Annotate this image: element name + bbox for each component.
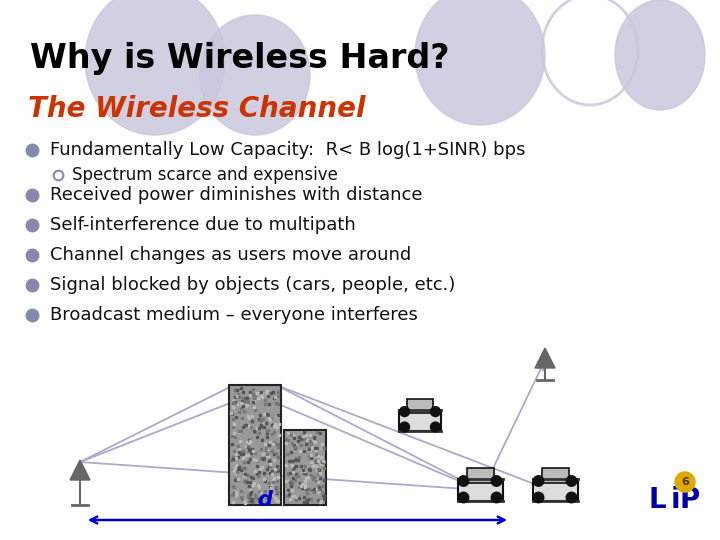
Text: Signal blocked by objects (cars, people, etc.): Signal blocked by objects (cars, people,… [50,276,455,294]
Circle shape [400,407,410,416]
Bar [467,468,493,483]
Text: The Wireless Channel: The Wireless Channel [28,95,366,123]
Text: 6: 6 [681,477,689,487]
Circle shape [534,476,544,486]
Text: Why is Wireless Hard?: Why is Wireless Hard? [30,42,449,75]
Ellipse shape [415,0,545,125]
Text: L: L [648,486,666,514]
Circle shape [400,422,410,432]
Circle shape [675,472,695,492]
Bar [399,409,441,430]
Polygon shape [70,460,90,480]
Text: Spectrum scarce and expensive: Spectrum scarce and expensive [72,166,338,184]
Ellipse shape [200,15,310,135]
Text: P: P [680,486,700,514]
Text: Received power diminishes with distance: Received power diminishes with distance [50,186,423,204]
Polygon shape [535,348,555,368]
Circle shape [431,422,441,432]
Bar [457,479,503,501]
Circle shape [534,492,544,503]
Circle shape [491,492,502,503]
Ellipse shape [615,0,705,110]
Bar [408,399,433,413]
Bar [284,430,326,505]
Circle shape [566,492,577,503]
Bar [533,479,577,501]
Text: d: d [258,490,272,510]
Text: i: i [670,486,680,514]
Text: Channel changes as users move around: Channel changes as users move around [50,246,411,264]
Circle shape [566,476,577,486]
Circle shape [491,476,502,486]
Circle shape [458,476,469,486]
Text: Self-interference due to multipath: Self-interference due to multipath [50,216,356,234]
Text: Broadcast medium – everyone interferes: Broadcast medium – everyone interferes [50,306,418,324]
Text: Fundamentally Low Capacity:  R< B log(1+SINR) bps: Fundamentally Low Capacity: R< B log(1+S… [50,141,526,159]
Circle shape [431,407,441,416]
Ellipse shape [85,0,225,135]
Circle shape [458,492,469,503]
Bar [541,468,569,483]
Bar [229,385,281,505]
